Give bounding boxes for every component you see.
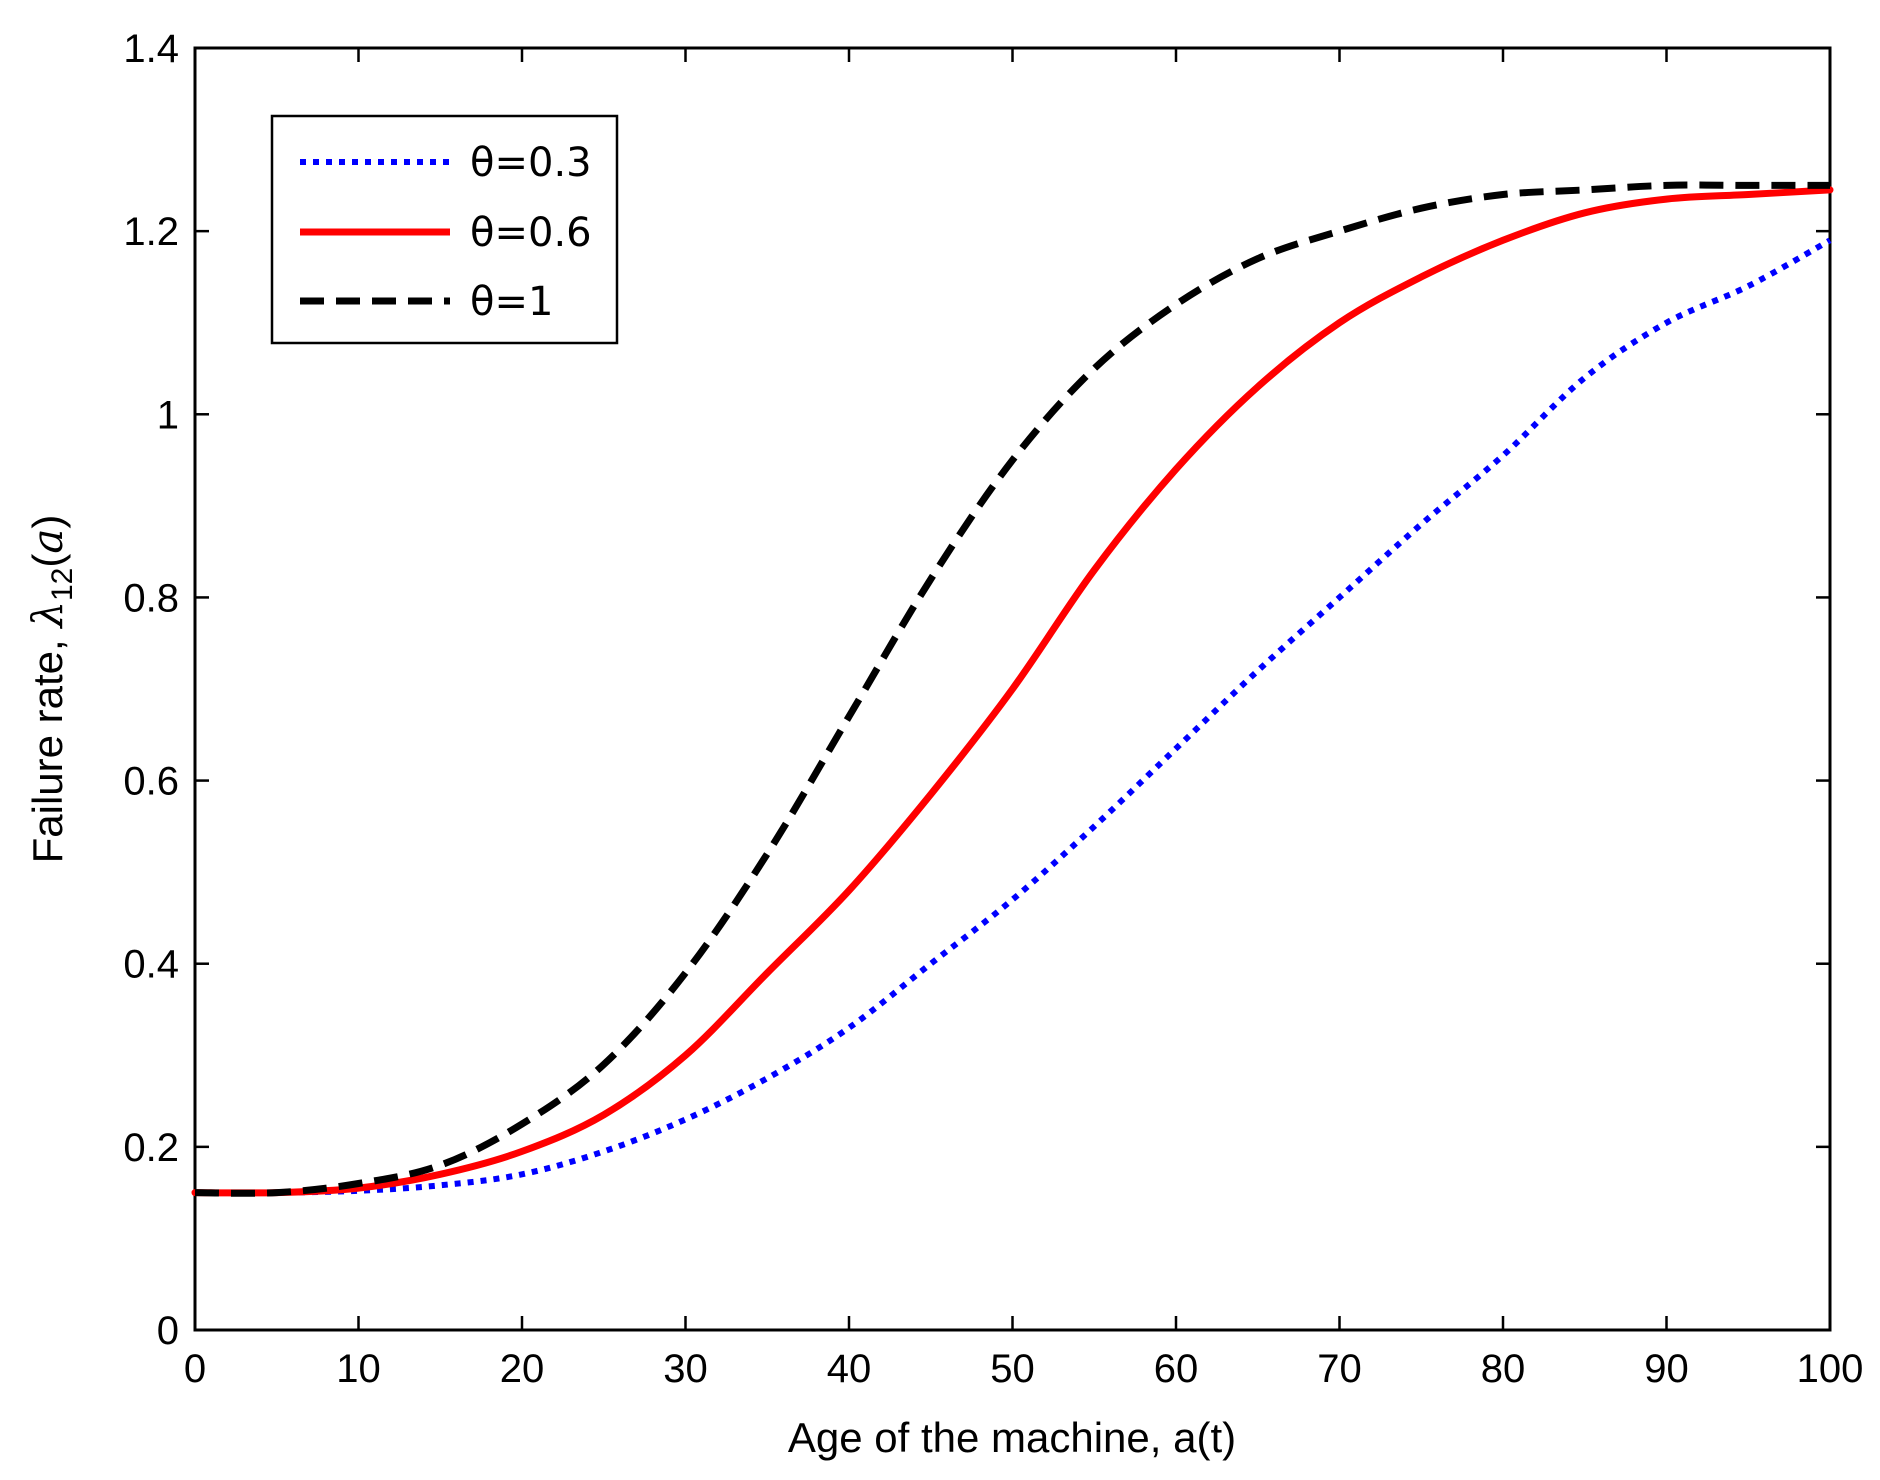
lambda-symbol: λ	[23, 601, 72, 630]
y-tick-label: 0.6	[123, 760, 179, 804]
y-tick-label: 0	[157, 1309, 179, 1353]
y-tick-label: 1	[157, 393, 179, 437]
y-tick-label: 0.4	[123, 943, 179, 987]
x-tick-label: 80	[1481, 1347, 1526, 1391]
y-tick-label: 1.4	[123, 27, 179, 71]
x-axis-label: Age of the machine, a(t)	[788, 1414, 1236, 1461]
legend-label-theta-0-6: θ=0.6	[470, 210, 592, 256]
x-tick-label: 0	[184, 1347, 206, 1391]
y-axis-label: Failure rate, λ12(a)	[23, 515, 79, 864]
y-tick-label: 0.8	[123, 576, 179, 620]
lambda-subscript: 12	[46, 568, 79, 601]
series-line-theta-0-3	[194, 237, 1832, 1196]
legend-label-theta-1: θ=1	[470, 279, 553, 325]
y-axis-label-arg: a	[23, 529, 72, 554]
y-axis-label-close-paren: )	[24, 515, 71, 529]
x-tick-label: 100	[1797, 1347, 1864, 1391]
legend: θ=0.3 θ=0.6 θ=1	[270, 114, 619, 345]
y-tick-label: 0.2	[123, 1126, 179, 1170]
y-axis-label-text: Failure rate,	[24, 628, 71, 864]
x-tick-label: 40	[827, 1347, 872, 1391]
data-series	[191, 181, 1834, 1197]
legend-label-theta-0-3: θ=0.3	[470, 140, 592, 186]
series-line-theta-0-6	[191, 186, 1834, 1197]
x-tick-label: 30	[663, 1347, 708, 1391]
series-line-theta-1	[194, 181, 1830, 1197]
x-tick-label: 20	[500, 1347, 545, 1391]
x-tick-label: 70	[1317, 1347, 1362, 1391]
axis-ticks: 0 10 20 30 40 50 60 70 80 90 100 0 0.2 0.4 0.6 0.8 1 1.2 1…	[123, 27, 1863, 1391]
x-tick-label: 60	[1154, 1347, 1199, 1391]
x-tick-label: 10	[336, 1347, 381, 1391]
x-tick-label: 50	[990, 1347, 1035, 1391]
y-axis-label-open-paren: (	[24, 554, 71, 568]
x-tick-label: 90	[1644, 1347, 1689, 1391]
y-tick-label: 1.2	[123, 210, 179, 254]
